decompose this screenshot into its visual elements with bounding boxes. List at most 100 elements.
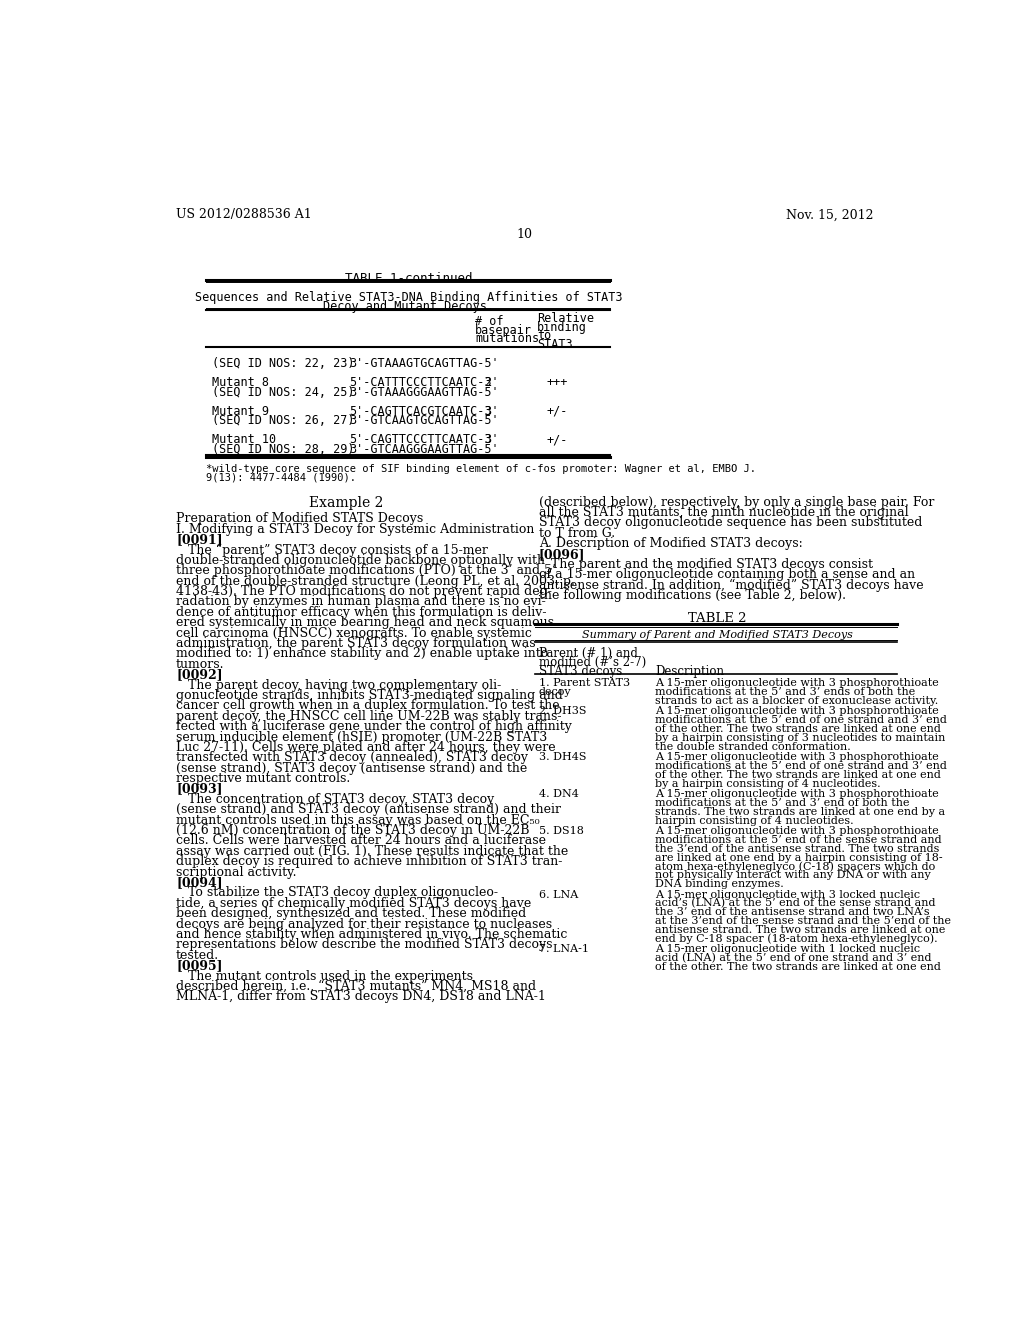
Text: Relative: Relative (538, 313, 594, 326)
Text: antisense strand. In addition, “modified” STAT3 decoys have: antisense strand. In addition, “modified… (539, 579, 924, 593)
Text: Sequences and Relative STAT3-DNA Binding Affinities of STAT3: Sequences and Relative STAT3-DNA Binding… (195, 290, 623, 304)
Text: 3'-GTAAAGGGAAGTTAG-5': 3'-GTAAAGGGAAGTTAG-5' (349, 385, 499, 399)
Text: (SEQ ID NOS: 22, 23): (SEQ ID NOS: 22, 23) (212, 358, 354, 370)
Text: of a 15-mer oligonucleotide containing both a sense and an: of a 15-mer oligonucleotide containing b… (539, 569, 914, 581)
Text: end of the double-stranded structure (Leong PL, et al. 2003. p.: end of the double-stranded structure (Le… (176, 574, 574, 587)
Text: duplex decoy is required to achieve inhibition of STAT3 tran-: duplex decoy is required to achieve inhi… (176, 855, 562, 869)
Text: 3'-GTAAAGTGCAGTTAG-5': 3'-GTAAAGTGCAGTTAG-5' (349, 358, 499, 370)
Text: modifications at the 5’ and 3’ ends of both the: modifications at the 5’ and 3’ ends of b… (655, 686, 915, 697)
Text: Mutant 8: Mutant 8 (212, 376, 268, 389)
Text: by a hairpin consisting of 3 nucleotides to maintain: by a hairpin consisting of 3 nucleotides… (655, 733, 945, 743)
Text: I. Modifying a STAT3 Decoy for Systemic Administration: I. Modifying a STAT3 Decoy for Systemic … (176, 523, 535, 536)
Text: antisense strand. The two strands are linked at one: antisense strand. The two strands are li… (655, 925, 945, 935)
Text: 7. LNA-1: 7. LNA-1 (539, 944, 589, 954)
Text: MLNA-1, differ from STAT3 decoys DN4, DS18 and LNA-1: MLNA-1, differ from STAT3 decoys DN4, DS… (176, 990, 546, 1003)
Text: the double stranded conformation.: the double stranded conformation. (655, 742, 851, 751)
Text: (12.6 nM) concentration of the STAT3 decoy in UM-22B: (12.6 nM) concentration of the STAT3 dec… (176, 824, 529, 837)
Text: (sense strand), STAT3 decoy (antisense strand) and the: (sense strand), STAT3 decoy (antisense s… (176, 762, 527, 775)
Text: tested.: tested. (176, 949, 219, 962)
Text: 6. LNA: 6. LNA (539, 890, 578, 899)
Text: of the other. The two strands are linked at one end: of the other. The two strands are linked… (655, 962, 941, 972)
Text: are linked at one end by a hairpin consisting of 18-: are linked at one end by a hairpin consi… (655, 853, 943, 862)
Text: of the other. The two strands are linked at one end: of the other. The two strands are linked… (655, 723, 941, 734)
Text: the following modifications (see Table 2, below).: the following modifications (see Table 2… (539, 589, 846, 602)
Text: Mutant 9: Mutant 9 (212, 405, 268, 418)
Text: modifications at the 5’ and 3’ end of both the: modifications at the 5’ and 3’ end of bo… (655, 797, 909, 808)
Text: acid (LNA) at the 5’ end of one strand and 3’ end: acid (LNA) at the 5’ end of one strand a… (655, 953, 932, 964)
Text: A 15-mer oligonucleotide with 3 phosphorothioate: A 15-mer oligonucleotide with 3 phosphor… (655, 826, 939, 836)
Text: modifications at the 5’ end of the sense strand and: modifications at the 5’ end of the sense… (655, 834, 942, 845)
Text: (SEQ ID NOS: 28, 29): (SEQ ID NOS: 28, 29) (212, 442, 354, 455)
Text: of the other. The two strands are linked at one end: of the other. The two strands are linked… (655, 770, 941, 780)
Text: (SEQ ID NOS: 24, 25): (SEQ ID NOS: 24, 25) (212, 385, 354, 399)
Text: Luc 27-11). Cells were plated and after 24 hours, they were: Luc 27-11). Cells were plated and after … (176, 741, 556, 754)
Text: Preparation of Modified STATS Decoys: Preparation of Modified STATS Decoys (176, 512, 423, 525)
Text: DNA binding enzymes.: DNA binding enzymes. (655, 879, 783, 890)
Text: scriptional activity.: scriptional activity. (176, 866, 297, 879)
Text: Description: Description (655, 665, 724, 678)
Text: parent decoy, the HNSCC cell line UM-22B was stably trans-: parent decoy, the HNSCC cell line UM-22B… (176, 710, 561, 723)
Text: +++: +++ (547, 376, 568, 389)
Text: The parent decoy, having two complementary oli-: The parent decoy, having two complementa… (176, 678, 502, 692)
Text: To stabilize the STAT3 decoy duplex oligonucleo-: To stabilize the STAT3 decoy duplex olig… (176, 887, 498, 899)
Text: 4. DN4: 4. DN4 (539, 789, 579, 799)
Text: modifications at the 5’ end of one strand and 3’ end: modifications at the 5’ end of one stran… (655, 715, 947, 725)
Text: *wild-type core sequence of SIF binding element of c-fos promoter: Wagner et al,: *wild-type core sequence of SIF binding … (206, 465, 756, 474)
Text: 4138-43). The PTO modifications do not prevent rapid deg-: 4138-43). The PTO modifications do not p… (176, 585, 552, 598)
Text: 5'-CAGTTCACGTCAATC-3': 5'-CAGTTCACGTCAATC-3' (349, 405, 499, 418)
Text: The parent and the modified STAT3 decoys consist: The parent and the modified STAT3 decoys… (539, 558, 872, 572)
Text: all the STAT3 mutants, the ninth nucleotide in the original: all the STAT3 mutants, the ninth nucleot… (539, 506, 908, 519)
Text: representations below describe the modified STAT3 decoys: representations below describe the modif… (176, 939, 553, 952)
Text: to T from G.: to T from G. (539, 527, 614, 540)
Text: Mutant 10: Mutant 10 (212, 433, 275, 446)
Text: The “parent” STAT3 decoy consists of a 15-mer: The “parent” STAT3 decoy consists of a 1… (176, 544, 487, 557)
Text: three phosphorothioate modifications (PTO) at the 3’ and 5’: three phosphorothioate modifications (PT… (176, 564, 556, 577)
Text: A 15-mer oligonucleotide with 3 phosphorothioate: A 15-mer oligonucleotide with 3 phosphor… (655, 752, 939, 762)
Text: decoy: decoy (539, 686, 571, 697)
Text: transfected with STAT3 decoy (annealed), STAT3 decoy: transfected with STAT3 decoy (annealed),… (176, 751, 528, 764)
Text: 10: 10 (517, 227, 532, 240)
Text: at the 3’end of the sense strand and the 5’end of the: at the 3’end of the sense strand and the… (655, 916, 951, 927)
Text: Summary of Parent and Modified STAT3 Decoys: Summary of Parent and Modified STAT3 Dec… (582, 631, 852, 640)
Text: radation by enzymes in human plasma and there is no evi-: radation by enzymes in human plasma and … (176, 595, 546, 609)
Text: 9(13): 4477-4484 (1990).: 9(13): 4477-4484 (1990). (206, 473, 355, 483)
Text: serum inducible element (hSIE) promoter (UM-22B STAT3: serum inducible element (hSIE) promoter … (176, 730, 547, 743)
Text: STAT3 decoys: STAT3 decoys (539, 665, 622, 678)
Text: [0096]: [0096] (539, 548, 586, 561)
Text: tumors.: tumors. (176, 657, 224, 671)
Text: A 15-mer oligonucleotide with 3 phosphorothioate: A 15-mer oligonucleotide with 3 phosphor… (655, 706, 939, 717)
Text: (described below), respectively, by only a single base pair. For: (described below), respectively, by only… (539, 496, 934, 508)
Text: 2: 2 (484, 376, 492, 389)
Text: The mutant controls used in the experiments: The mutant controls used in the experime… (176, 970, 473, 982)
Text: A 15-mer oligonucleotide with 1 locked nucleic: A 15-mer oligonucleotide with 1 locked n… (655, 944, 921, 954)
Text: A. Description of Modified STAT3 decoys:: A. Description of Modified STAT3 decoys: (539, 537, 803, 550)
Text: US 2012/0288536 A1: US 2012/0288536 A1 (176, 209, 311, 222)
Text: dence of antitumor efficacy when this formulation is deliv-: dence of antitumor efficacy when this fo… (176, 606, 547, 619)
Text: mutant controls used in this assay was based on the EC₅₀: mutant controls used in this assay was b… (176, 813, 540, 826)
Text: Decoy and Mutant Decoys.: Decoy and Mutant Decoys. (323, 300, 494, 313)
Text: A 15-mer oligonucleotide with 3 locked nucleic: A 15-mer oligonucleotide with 3 locked n… (655, 890, 921, 899)
Text: 3'-GTCAAGGGAAGTTAG-5': 3'-GTCAAGGGAAGTTAG-5' (349, 442, 499, 455)
Text: Example 2: Example 2 (308, 496, 383, 510)
Text: 3: 3 (484, 405, 492, 418)
Text: respective mutant controls.: respective mutant controls. (176, 772, 350, 785)
Text: mutations: mutations (475, 333, 540, 346)
Text: [0095]: [0095] (176, 960, 222, 973)
Text: to: to (538, 330, 552, 342)
Text: [0094]: [0094] (176, 876, 222, 890)
Text: 3'-GTCAAGTGCAGTTAG-5': 3'-GTCAAGTGCAGTTAG-5' (349, 414, 499, 428)
Text: (SEQ ID NOS: 26, 27): (SEQ ID NOS: 26, 27) (212, 414, 354, 428)
Text: atom hexa-ethyleneglyco (C-18) spacers which do: atom hexa-ethyleneglyco (C-18) spacers w… (655, 862, 935, 873)
Text: # of: # of (475, 315, 504, 329)
Text: 5'-CATTTCCCTTCAATC-3': 5'-CATTTCCCTTCAATC-3' (349, 376, 499, 389)
Text: 1. Parent STAT3: 1. Parent STAT3 (539, 678, 630, 688)
Text: 3: 3 (484, 433, 492, 446)
Text: [0092]: [0092] (176, 668, 222, 681)
Text: Nov. 15, 2012: Nov. 15, 2012 (786, 209, 873, 222)
Text: modified (#’s 2-7): modified (#’s 2-7) (539, 656, 646, 669)
Text: 3. DH4S: 3. DH4S (539, 752, 587, 762)
Text: cell carcinoma (HNSCC) xenografts. To enable systemic: cell carcinoma (HNSCC) xenografts. To en… (176, 627, 531, 640)
Text: 2. DH3S: 2. DH3S (539, 706, 587, 717)
Text: acid’s (LNA) at the 5’ end of the sense strand and: acid’s (LNA) at the 5’ end of the sense … (655, 899, 936, 908)
Text: +/-: +/- (547, 405, 568, 418)
